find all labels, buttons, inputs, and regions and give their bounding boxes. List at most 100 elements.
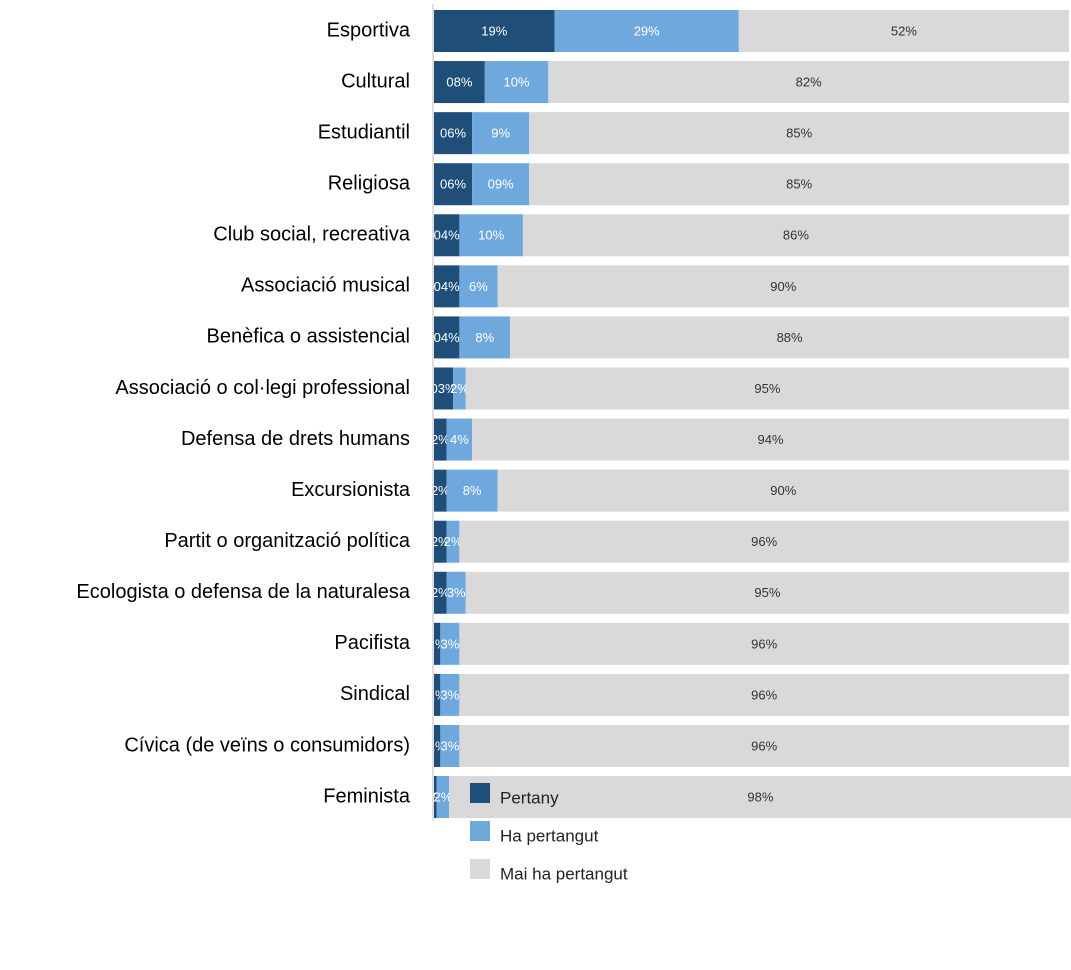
bar-segment [529,163,1069,206]
legend-label: Ha pertangut [500,826,599,845]
category-label: Cívica (de veïns o consumidors) [124,734,410,756]
bar-segment [459,214,523,257]
value-label: 19% [481,23,507,38]
category-label: Pacifista [334,632,410,654]
bar-segment [440,724,460,767]
category-label: Club social, recreativa [213,224,411,246]
bar-segment [459,673,1069,716]
bar-segment [434,469,447,512]
legend-label: Mai ha pertangut [500,864,628,883]
legend-swatch [470,859,490,879]
value-label: 09% [488,177,514,192]
value-label: 04% [434,228,460,243]
value-label: 2% [431,585,450,600]
value-label: 29% [634,23,660,38]
value-label: 96% [751,738,777,753]
bar-segment [465,571,1069,614]
bar-segment [497,469,1069,512]
value-label: 10% [478,228,504,243]
category-label: Defensa de drets humans [181,428,410,450]
value-label: 3% [440,636,459,651]
bar-segment [459,622,1069,665]
bar-segment [446,469,498,512]
value-label: 8% [475,330,494,345]
bar-segment [434,571,447,614]
value-label: 3% [440,738,459,753]
category-label: Estudiantil [318,121,410,143]
bar-segment [459,520,1069,563]
bar-segment [459,316,511,359]
bar-segment [434,214,460,257]
value-label: 2% [431,432,450,447]
value-label: 3% [440,687,459,702]
bar-segment [510,316,1069,359]
value-label: 86% [783,228,809,243]
category-label: Feminista [323,785,411,807]
bar-segment [434,316,460,359]
bar-segment [434,418,447,461]
bar-segment [472,112,530,155]
bar-segment [484,61,549,104]
bar-segment [529,112,1069,155]
bar-segment [459,724,1069,767]
bar-segment [446,571,466,614]
value-label: 85% [786,126,812,141]
value-label: 85% [786,177,812,192]
bar-segment [472,418,1070,461]
value-label: 2% [444,534,463,549]
bar-segment [434,724,441,767]
bar-segment [522,214,1069,257]
value-label: 88% [777,330,803,345]
value-label: 10% [504,75,530,90]
value-label: 96% [751,687,777,702]
value-label: 3% [447,585,466,600]
bar-segment [434,776,437,819]
value-label: 06% [440,126,466,141]
category-label: Associació o col·legi professional [115,377,410,399]
category-label: Excursionista [291,479,411,501]
bar-segment [738,10,1069,52]
bar-segment [548,61,1069,104]
value-label: 82% [796,75,822,90]
value-label: 52% [891,23,917,38]
bar-segment [436,776,450,819]
bar-segment [434,367,454,410]
bar-segment [465,367,1069,410]
value-label: 04% [434,330,460,345]
bar-segment [453,367,466,410]
category-label: Religiosa [328,172,411,194]
bar-segment [446,418,473,461]
bar-segment [434,673,441,716]
legend-swatch [470,783,490,803]
value-label: 04% [434,279,460,294]
legend-label: Pertany [500,788,559,807]
bar-segment [497,265,1069,308]
value-label: 6% [469,279,488,294]
value-label: 2% [431,534,450,549]
value-label: 2% [450,381,469,396]
bar-segment [446,520,460,563]
value-label: 2% [431,483,450,498]
category-label: Cultural [341,70,410,92]
bar-segment [459,265,498,308]
value-label: 9% [491,126,510,141]
value-label: 95% [754,585,780,600]
bar-segment [554,10,739,52]
bar-segment [434,163,473,206]
value-label: 03% [431,381,457,396]
value-label: 90% [770,483,796,498]
bar-segment [434,265,460,308]
value-label: 06% [440,177,466,192]
bar-segment [440,673,460,716]
value-label: 8% [463,483,482,498]
bar-segment [449,776,1071,819]
value-label: 08% [446,75,472,90]
bar-segment [434,622,441,665]
value-label: 90% [770,279,796,294]
category-label: Associació musical [241,275,410,297]
value-label: 94% [758,432,784,447]
legend-swatch [470,821,490,841]
bar-segment [440,622,460,665]
value-label: 96% [751,534,777,549]
